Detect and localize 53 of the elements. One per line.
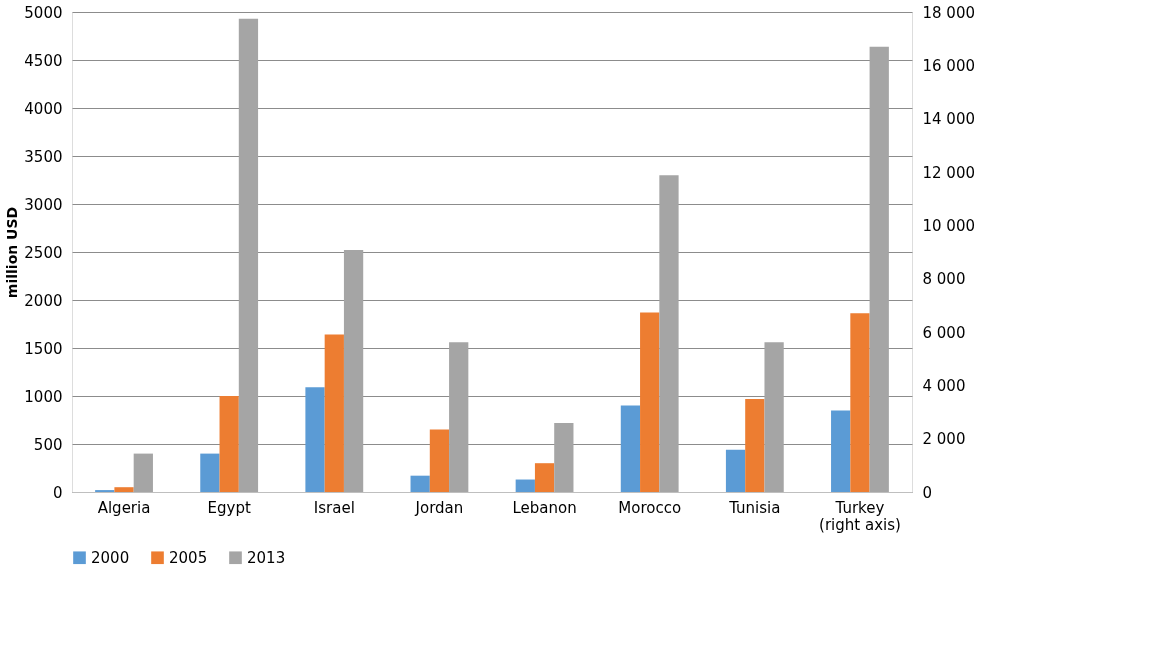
bar [114,487,134,492]
bar [133,453,153,492]
bar [745,398,765,492]
y2-tick-label: 0 [922,483,933,502]
y-tick-label: 3000 [24,195,63,214]
legend-label: 2000 [91,548,130,567]
bar [659,175,679,492]
y-tick-label: 2500 [24,243,63,262]
y-tick-label: 1500 [24,339,63,358]
bar [200,453,220,492]
y2-tick-label: 18 000 [922,3,975,22]
bar [324,334,344,492]
y2-tick-label: 2 000 [922,430,966,449]
bar [410,475,430,492]
bar [305,387,325,492]
y-tick-label: 0 [52,483,63,502]
x-tick-label: Israel [313,498,355,517]
x-tick-label: Jordan [414,498,464,517]
bar [725,449,746,492]
bar [429,429,450,492]
bar [515,479,535,492]
y2-tick-label: 6 000 [922,323,966,342]
y-tick-label: 1000 [24,387,63,406]
bar [620,405,641,492]
bar [343,250,364,492]
x-tick-label: Turkey (right axis) [819,498,901,534]
bar [219,396,239,492]
bar [640,312,660,492]
y2-tick-label: 8 000 [922,270,966,289]
y2-tick-label: 16 000 [922,56,975,75]
x-tick-label: Morocco [618,498,682,517]
y2-tick-label: 14 000 [922,110,975,129]
legend-label: 2013 [247,548,286,567]
x-tick-label: Egypt [207,498,251,517]
y-tick-label: 4000 [24,99,63,118]
y2-tick-label: 10 000 [922,216,975,235]
bar [534,463,555,492]
bar [764,342,784,492]
legend-label: 2005 [169,548,208,567]
y-tick-label: 4500 [24,51,63,70]
y2-tick-label: 4 000 [922,376,966,395]
x-tick-label: Lebanon [512,498,577,517]
x-tick-label: Tunisia [728,498,781,517]
y-tick-label: 2000 [24,291,63,310]
y-tick-label: 3500 [24,147,63,166]
y-tick-label: 500 [33,435,63,454]
y2-tick-label: 12 000 [922,163,975,182]
bar [554,422,574,492]
y-axis-title: million USD [4,206,21,299]
bar [449,342,469,492]
y-tick-label: 5000 [24,3,63,22]
bar [238,18,259,492]
x-tick-label: Algeria [97,498,151,517]
